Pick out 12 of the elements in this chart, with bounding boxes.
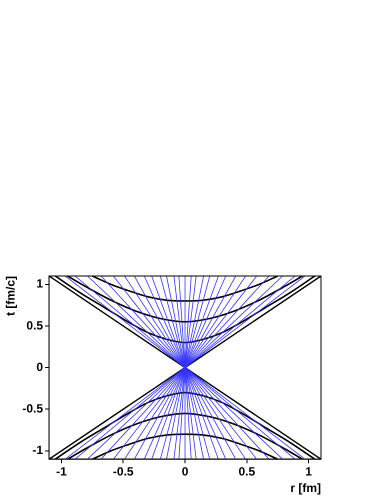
y-tick-label: 0.5 [26, 318, 44, 332]
x-tick-label: 0 [182, 464, 189, 479]
x-tick-label: -0.5 [112, 464, 134, 479]
x-tick-label: 1 [305, 464, 312, 479]
x-axis-title: r [fm] [290, 481, 321, 496]
y-tick-label: -0.5 [22, 402, 44, 416]
x-tick-label: -1 [56, 464, 68, 479]
y-axis-title: t [fm/c] [4, 276, 18, 316]
y-tick-label: -1 [32, 443, 44, 458]
x-tick-label: 0.5 [238, 464, 256, 479]
y-tick-label: 1 [36, 276, 44, 291]
y-tick-label: 0 [36, 360, 44, 374]
